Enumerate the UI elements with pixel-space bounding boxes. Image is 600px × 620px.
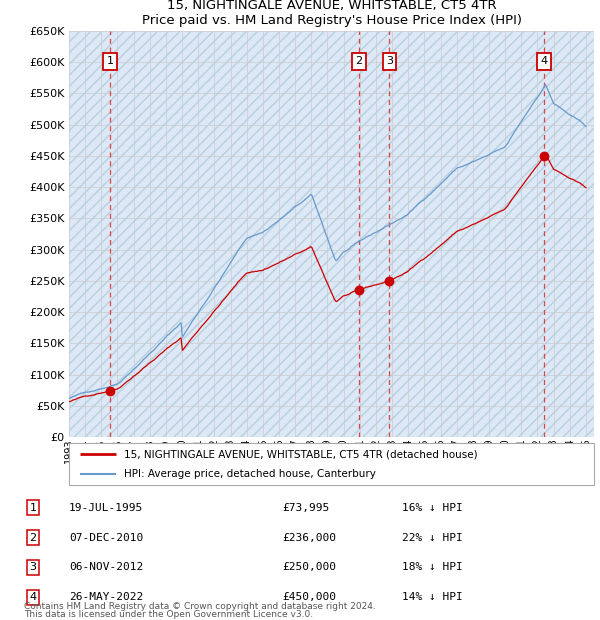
Text: £236,000: £236,000	[282, 533, 336, 542]
Text: 2: 2	[29, 533, 37, 542]
Text: 14% ↓ HPI: 14% ↓ HPI	[402, 592, 463, 602]
Text: 15, NIGHTINGALE AVENUE, WHITSTABLE, CT5 4TR (detached house): 15, NIGHTINGALE AVENUE, WHITSTABLE, CT5 …	[124, 449, 478, 459]
Title: 15, NIGHTINGALE AVENUE, WHITSTABLE, CT5 4TR
Price paid vs. HM Land Registry's Ho: 15, NIGHTINGALE AVENUE, WHITSTABLE, CT5 …	[142, 0, 521, 27]
Text: 3: 3	[29, 562, 37, 572]
Text: 2: 2	[355, 56, 362, 66]
Text: 06-NOV-2012: 06-NOV-2012	[69, 562, 143, 572]
Point	[105, 386, 115, 396]
Text: £73,995: £73,995	[282, 503, 329, 513]
Text: 22% ↓ HPI: 22% ↓ HPI	[402, 533, 463, 542]
Text: 3: 3	[386, 56, 393, 66]
Text: 26-MAY-2022: 26-MAY-2022	[69, 592, 143, 602]
Text: 19-JUL-1995: 19-JUL-1995	[69, 503, 143, 513]
Text: £450,000: £450,000	[282, 592, 336, 602]
Text: 07-DEC-2010: 07-DEC-2010	[69, 533, 143, 542]
Text: 1: 1	[29, 503, 37, 513]
Text: 1: 1	[107, 56, 113, 66]
Point	[539, 151, 549, 161]
Text: HPI: Average price, detached house, Canterbury: HPI: Average price, detached house, Cant…	[124, 469, 376, 479]
Text: This data is licensed under the Open Government Licence v3.0.: This data is licensed under the Open Gov…	[24, 609, 313, 619]
Point	[385, 276, 394, 286]
Text: 18% ↓ HPI: 18% ↓ HPI	[402, 562, 463, 572]
Text: 4: 4	[541, 56, 547, 66]
Text: 4: 4	[29, 592, 37, 602]
Point	[354, 285, 364, 294]
FancyBboxPatch shape	[69, 443, 594, 485]
Text: 16% ↓ HPI: 16% ↓ HPI	[402, 503, 463, 513]
Text: Contains HM Land Registry data © Crown copyright and database right 2024.: Contains HM Land Registry data © Crown c…	[24, 601, 376, 611]
Text: £250,000: £250,000	[282, 562, 336, 572]
